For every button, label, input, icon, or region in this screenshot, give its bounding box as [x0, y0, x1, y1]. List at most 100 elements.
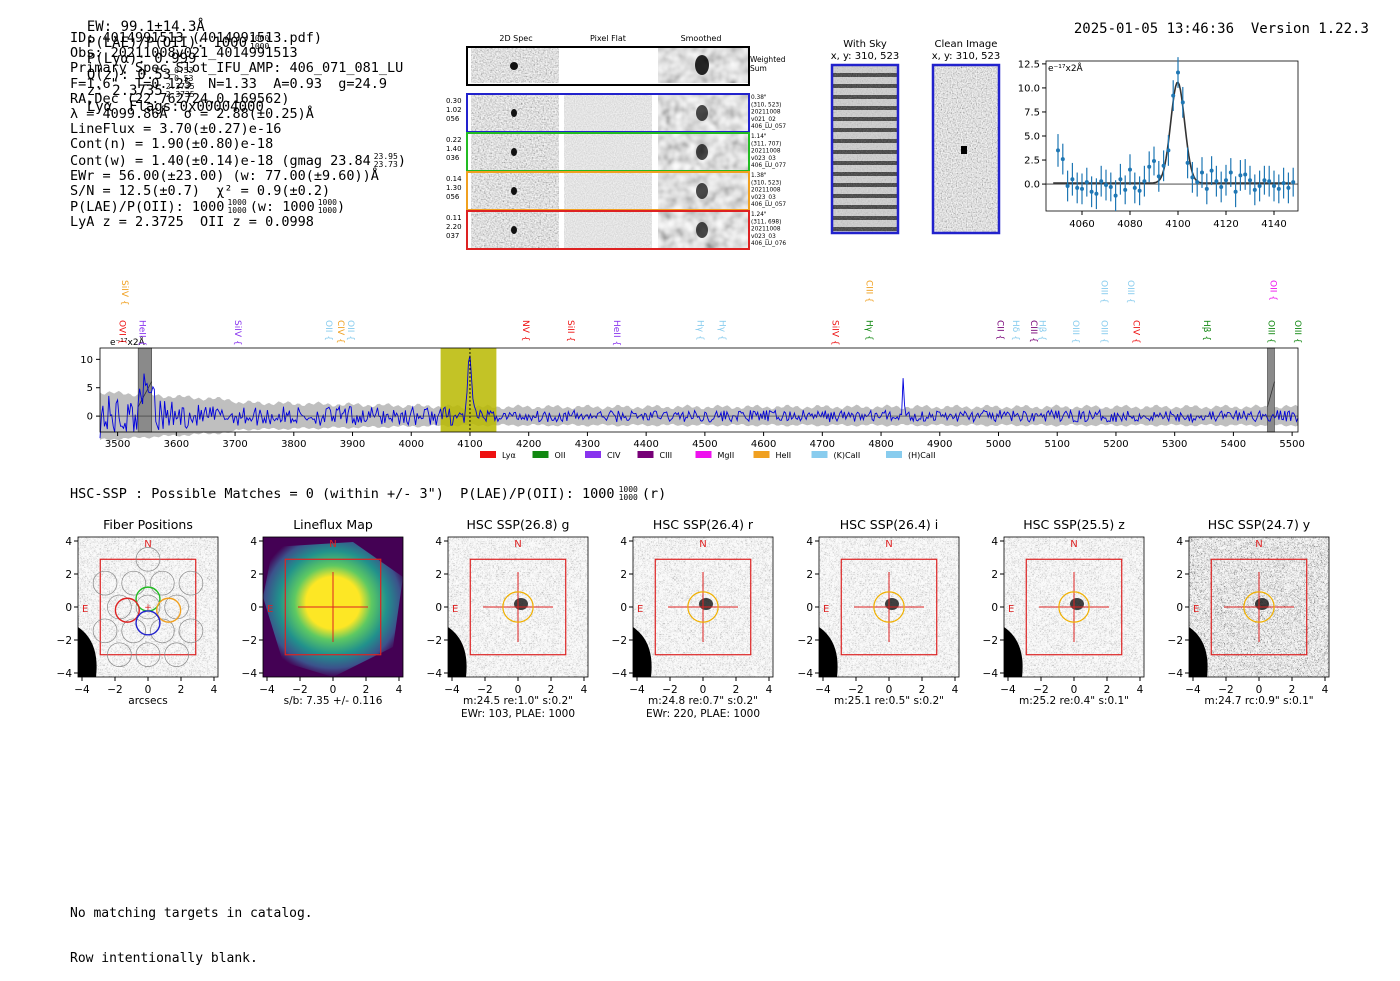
plya-value: P(Lyα): 0.999	[86, 51, 197, 67]
fit-y-tick-label: 7.5	[1024, 107, 1040, 118]
line-flux: LineFlux = 3.70(±0.27)e-16	[70, 121, 282, 138]
spec-x-tick-label: 4900	[927, 439, 952, 450]
plae-info-sub: 1000	[227, 206, 247, 216]
cutout-y-tick-label: 4	[65, 536, 72, 548]
spec-legend-label: Lyα	[502, 451, 516, 460]
north-label: N	[144, 539, 151, 550]
plae-w-sub: 1000	[317, 206, 337, 216]
cutout-y-tick-label: −4	[1168, 668, 1184, 680]
cutout-y-tick-label: 0	[991, 602, 998, 614]
qz-sub: 0.53	[174, 74, 194, 83]
cutout-x-tick-label: 4	[211, 684, 218, 696]
fit-data-point	[1286, 185, 1291, 190]
search-box	[99, 558, 197, 656]
cutout-x-tick-label: 0	[700, 684, 707, 696]
fiber-circle	[178, 570, 204, 596]
col-pixelflat: Pixel Flat	[590, 34, 626, 43]
cutout-x-tick-label: −4	[629, 684, 645, 696]
fiber-circle-primary	[135, 610, 161, 636]
row-left-label: 0.11 2.20 037	[446, 214, 462, 240]
cutout-caption: EWr: 103, PLAE: 1000	[461, 708, 575, 720]
row-pixelflat	[564, 173, 652, 209]
spec-x-tick-label: 4800	[868, 439, 893, 450]
qz-sup: 0.53	[174, 66, 194, 75]
header-timestamp: 2025-01-05 13:46:36 Version 1.22.3	[1057, 5, 1369, 37]
cutout-y-tick-label: 2	[806, 569, 813, 581]
cutout-y-tick-label: 0	[435, 602, 442, 614]
cutout-y-tick-label: 0	[806, 602, 813, 614]
fit-data-point	[1089, 189, 1094, 194]
sky-coords: x, y: 310, 523	[831, 51, 900, 62]
cutout-caption: EWr: 220, PLAE: 1000	[646, 708, 760, 720]
spec-line-label: NV {	[520, 320, 530, 341]
cutout-caption: m:24.5 re:1.0" s:0.2"	[463, 695, 573, 707]
fit-data-point	[1166, 148, 1171, 153]
plae-value: P(LAE)/P(OII): 1000	[86, 35, 248, 51]
spec-x-tick-label: 4100	[457, 439, 482, 450]
cutout-x-tick-label: 4	[766, 684, 773, 696]
cutout-title: HSC SSP(26.4) i	[840, 517, 938, 532]
cutout-caption: s/b: 7.35 +/- 0.116	[284, 695, 383, 707]
row-smoothed-source	[696, 222, 708, 238]
plae-sup: 1000	[250, 34, 270, 43]
spec-y-tick-label: 0	[87, 412, 93, 423]
plae-sub: 1000	[250, 42, 270, 51]
detection-info: ID: 4014991513 (4014991513.pdf) Obs: 202…	[70, 30, 406, 231]
row-smoothed-source	[696, 183, 708, 199]
fit-data-point	[1108, 184, 1113, 189]
spec-x-tick-label: 4000	[399, 439, 424, 450]
plae-w-sup: 1000	[317, 198, 337, 208]
fiber-circle	[164, 642, 189, 668]
row-right-label: 0.38" (310, 523) 20211008 v021_02 406_LU_057	[751, 95, 786, 130]
spec-x-tick-label: 3900	[340, 439, 365, 450]
spec-legend-swatch	[637, 451, 654, 458]
cutout-source	[699, 598, 713, 610]
fit-data-point	[1219, 184, 1224, 189]
cutout-x-tick-label: −2	[848, 684, 863, 696]
spec-line-label: SiII {	[565, 320, 575, 342]
cutout-x-tick-label: 4	[581, 684, 588, 696]
cutout-y-tick-label: 2	[620, 569, 627, 581]
spec-y-tick-label: 5	[87, 383, 93, 394]
spec-line-label: OIII {	[1098, 320, 1108, 344]
row-source	[511, 109, 517, 117]
spec-x-tick-label: 3500	[105, 439, 130, 450]
north-label: N	[514, 539, 521, 550]
spec-legend-label: (K)CaII	[834, 451, 861, 460]
hsc-title-sub: 1000	[618, 493, 638, 502]
plae-info: P(LAE)/P(OII): 1000 1000 1000 (w: 1000 1000 1…	[70, 198, 346, 216]
cutout-y-tick-label: 4	[435, 536, 442, 548]
cutout-x-tick-label: 4	[396, 684, 403, 696]
cutout-x-tick-label: −4	[1000, 684, 1016, 696]
clean-coords: x, y: 310, 523	[932, 51, 1001, 62]
east-label: E	[82, 604, 88, 615]
fit-data-point	[1171, 93, 1176, 98]
cutout-y-tick-label: 2	[435, 569, 442, 581]
fit-data-point	[1291, 180, 1296, 185]
weighted-label-1: Weighted	[750, 55, 786, 64]
cutout-title: HSC SSP(26.4) r	[653, 517, 754, 532]
spec-line-label: OII {	[323, 320, 333, 341]
fit-y-tick-label: 2.5	[1024, 156, 1040, 167]
row-source	[511, 148, 517, 156]
spec-line-label: CIII {	[1028, 320, 1038, 343]
spec-legend-swatch	[886, 451, 902, 458]
aperture-circle	[873, 591, 905, 623]
fit-model-curve	[1053, 81, 1291, 184]
footer: No matching targets in catalog. Row inte…	[70, 876, 313, 981]
cutout-x-tick-label: −2	[107, 684, 122, 696]
east-label: E	[823, 604, 829, 615]
plae-w-text: (w: 1000	[249, 199, 315, 216]
spec-legend-swatch	[585, 451, 601, 458]
fit-data-point	[1123, 187, 1128, 192]
spec-x-tick-label: 4500	[692, 439, 717, 450]
spec-legend-label: HeII	[776, 451, 792, 460]
bright-star-edge	[633, 627, 652, 677]
row-left-label: 0.30 1.02 056	[446, 97, 462, 123]
bright-star-edge	[78, 627, 97, 677]
qz-value: Q(z): 0.53	[86, 67, 172, 83]
cutout-row: Fiber Positions N E + −4 −2 0 2 4 4 2 0 −2 −4 arcsecs L…	[57, 517, 1330, 720]
